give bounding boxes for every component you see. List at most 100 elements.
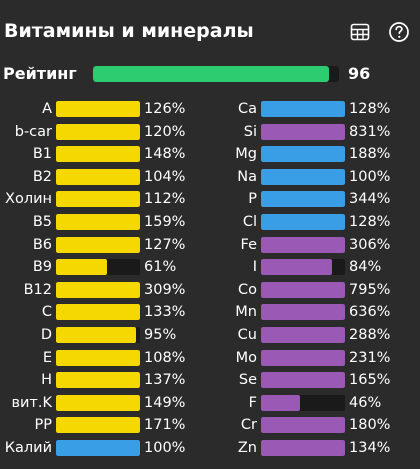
nutrient-item: Fe 306% [200,235,420,258]
nutrient-label: A [42,101,52,117]
nutrient-bar-fill [261,168,345,185]
nutrient-row: H 137% Se 165% [0,370,420,393]
rating-label: Рейтинг [3,64,77,83]
nutrient-percent: 84% [349,259,382,276]
nutrient-label: Холин [5,191,52,208]
nutrient-percent: 795% [349,281,391,298]
nutrient-item: B2 104% [0,167,200,190]
nutrient-label: C [41,304,52,321]
nutrient-bar-fill [261,101,345,117]
nutrient-bar [261,123,345,140]
nutrient-bar-fill [56,326,136,343]
nutrient-label: P [248,191,257,208]
nutrient-label: Ca [237,101,257,117]
nutrient-grid: A 126% Ca 128% b-car 120% Si 831% B1 148% Mg 188% B2… [0,99,420,461]
nutrient-bar [261,349,345,366]
nutrient-percent: 159% [144,213,186,230]
nutrient-label: b-car [14,123,52,140]
nutrient-percent: 120% [144,123,186,140]
nutrient-bar-fill [56,439,140,456]
nutrient-percent: 134% [349,439,391,456]
nutrient-item: вит.K 149% [0,393,200,416]
nutrient-label: PP [34,417,53,434]
nutrient-bar [56,213,140,230]
nutrient-label: H [41,372,52,389]
nutrient-row: Калий 100% Zn 134% [0,438,420,461]
nutrient-bar [56,259,140,276]
nutrient-percent: 344% [349,191,391,208]
nutrient-percent: 104% [144,168,186,185]
nutrient-item: E 108% [0,348,200,371]
nutrient-bar-fill [261,372,345,389]
nutrient-item: Na 100% [200,167,420,190]
nutrient-percent: 148% [144,146,186,163]
rating-bar-fill [93,66,330,82]
nutrient-bar [56,417,140,434]
nutrient-label: Cr [240,417,257,434]
nutrient-bar [261,394,345,411]
nutrient-item: Cl 128% [200,212,420,235]
nutrient-bar [56,372,140,389]
nutrient-percent: 831% [349,123,391,140]
nutrient-label: B9 [32,259,52,276]
nutrient-label: B1 [32,146,52,163]
nutrient-item: H 137% [0,370,200,393]
nutrient-label: E [42,349,52,366]
nutrient-label: Cl [242,213,257,230]
nutrient-bar [261,146,345,163]
nutrient-bar [56,281,140,298]
rating-value: 96 [348,64,371,83]
nutrient-percent: 188% [349,146,391,163]
nutrient-bar-fill [261,191,345,208]
nutrient-row: PP 171% Cr 180% [0,415,420,438]
nutrient-bar [56,236,140,253]
nutrient-item: D 95% [0,325,200,348]
nutrient-bar-fill [261,326,345,343]
nutrient-row: B6 127% Fe 306% [0,235,420,258]
nutrient-label: Se [238,372,257,389]
nutrient-row: B2 104% Na 100% [0,167,420,190]
nutrient-item: B12 309% [0,280,200,303]
nutrient-bar [261,236,345,253]
nutrient-bar [261,304,345,321]
nutrient-bar-fill [56,259,108,276]
panel-title: Витамины и минералы [4,20,254,42]
table-grid-icon[interactable] [348,20,372,44]
rating-row: Рейтинг 96 [0,60,420,86]
nutrient-percent: 636% [349,304,391,321]
nutrient-bar-fill [261,281,345,298]
rating-bar [93,66,339,82]
nutrient-bar-fill [56,213,140,230]
question-circle-icon[interactable] [387,20,411,44]
nutrient-bar [261,213,345,230]
nutrient-row: вит.K 149% F 46% [0,393,420,416]
nutrient-label: Na [237,168,257,185]
nutrient-bar [261,372,345,389]
nutrient-row: D 95% Cu 288% [0,325,420,348]
nutrient-percent: 61% [144,259,177,276]
nutrient-bar [56,304,140,321]
nutrient-bar-fill [261,349,345,366]
nutrient-bar-fill [56,236,140,253]
nutrient-label: Fe [240,236,257,253]
nutrient-row: B12 309% Co 795% [0,280,420,303]
nutrient-percent: 100% [349,168,391,185]
nutrient-item: Zn 134% [200,438,420,461]
nutrient-bar-fill [56,123,140,140]
nutrient-row: Холин 112% P 344% [0,189,420,212]
nutrient-label: B2 [32,168,52,185]
nutrient-item: Se 165% [200,370,420,393]
nutrient-bar [261,326,345,343]
nutrient-bar-fill [56,349,140,366]
nutrient-percent: 108% [144,349,186,366]
nutrient-bar [56,326,140,343]
nutrient-item: B9 61% [0,257,200,280]
nutrient-row: B1 148% Mg 188% [0,144,420,167]
nutrient-label: Zn [237,439,257,456]
nutrient-percent: 128% [349,213,391,230]
nutrient-percent: 306% [349,236,391,253]
nutrient-label: Cu [237,326,257,343]
nutrient-bar-fill [261,259,332,276]
nutrient-bar [56,394,140,411]
nutrient-item: b-car 120% [0,122,200,145]
